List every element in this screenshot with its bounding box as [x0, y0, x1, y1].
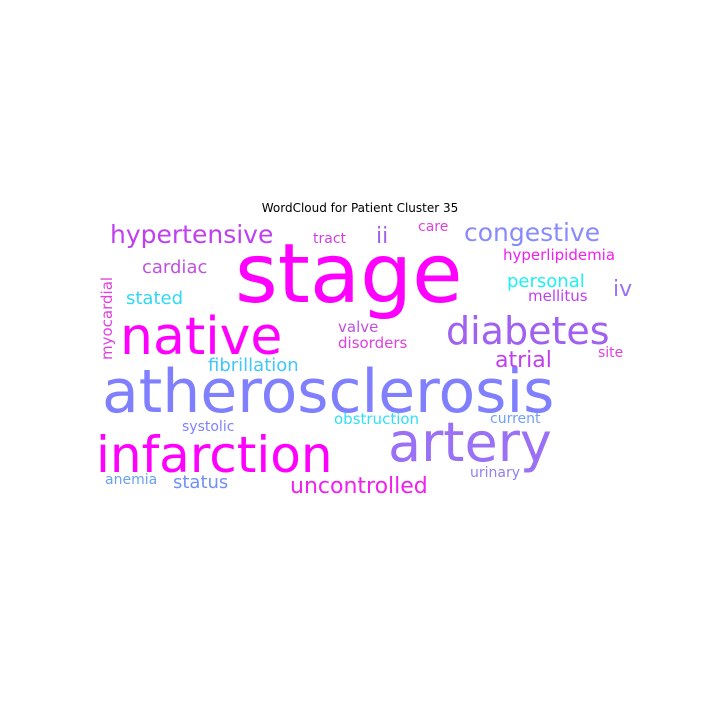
word-atherosclerosis: atherosclerosis: [102, 357, 554, 427]
word-uncontrolled: uncontrolled: [290, 474, 428, 499]
word-site: site: [598, 345, 623, 361]
word-mellitus: mellitus: [528, 287, 588, 305]
word-native: native: [120, 307, 282, 367]
word-anemia: anemia: [105, 472, 157, 488]
word-infarction: infarction: [96, 426, 333, 484]
word-hyperlipidemia: hyperlipidemia: [503, 246, 615, 264]
word-artery: artery: [388, 411, 552, 474]
word-disorders: disorders: [338, 334, 408, 352]
word-valve: valve: [338, 318, 378, 336]
word-obstruction: obstruction: [334, 410, 419, 428]
word-myocardial: myocardial: [98, 277, 116, 360]
word-atrial: atrial: [495, 348, 552, 373]
word-stated: stated: [126, 288, 183, 309]
word-systolic: systolic: [182, 419, 234, 435]
word-care: care: [418, 219, 448, 235]
word-tract: tract: [313, 231, 347, 247]
word-diabetes: diabetes: [446, 309, 610, 353]
word-ii: ii: [376, 224, 388, 249]
word-iv: iv: [613, 277, 632, 302]
word-congestive: congestive: [464, 218, 600, 247]
word-cardiac: cardiac: [142, 257, 207, 278]
word-urinary: urinary: [470, 465, 520, 481]
wordcloud-title: WordCloud for Patient Cluster 35: [261, 201, 459, 215]
word-current: current: [490, 411, 541, 427]
word-personal: personal: [507, 271, 585, 292]
word-fibrillation: fibrillation: [208, 355, 299, 376]
word-status: status: [173, 472, 228, 493]
word-stage: stage: [235, 227, 463, 322]
word-hypertensive: hypertensive: [110, 220, 273, 249]
